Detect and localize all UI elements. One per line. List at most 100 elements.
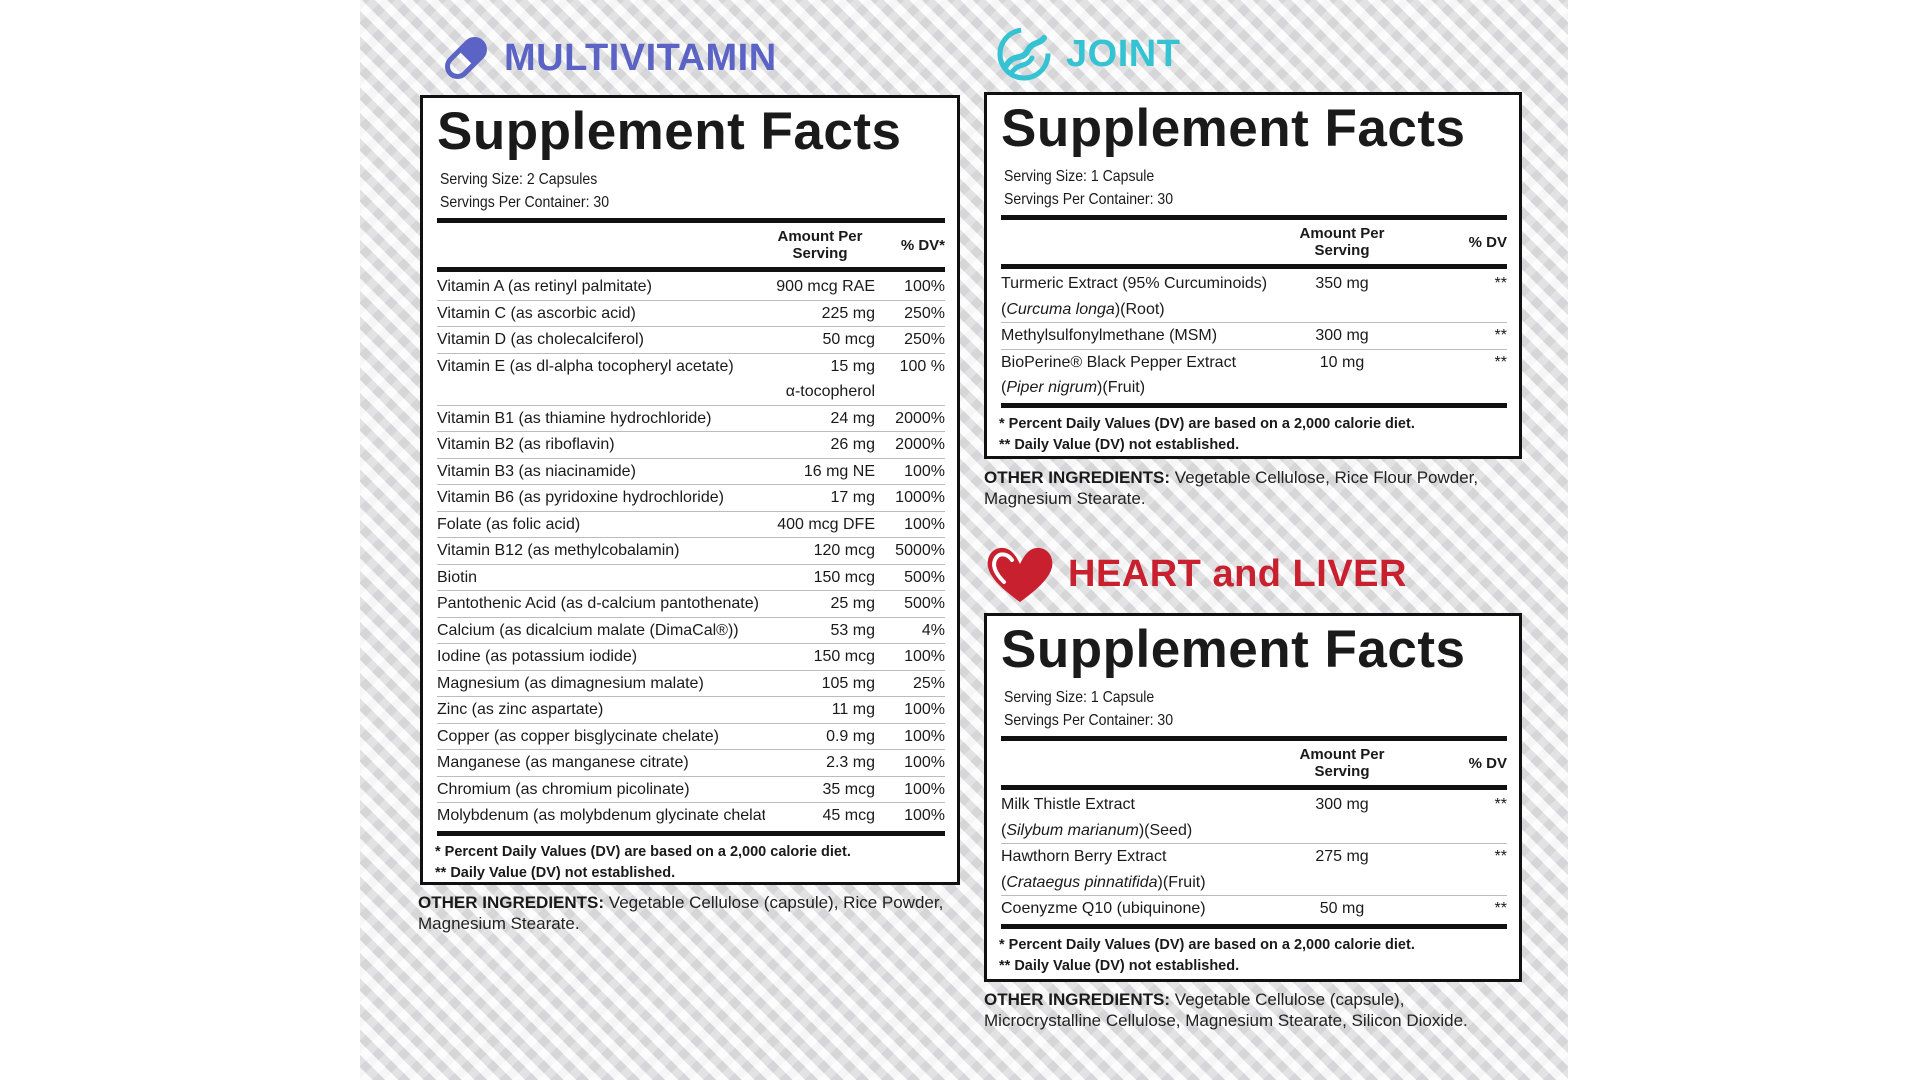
amount-value: 150 mcg — [813, 568, 875, 586]
nutrient-name: Vitamin B6 (as pyridoxine hydrochloride) — [437, 485, 765, 511]
other-ingredients-label: OTHER INGREDIENTS: — [984, 468, 1171, 487]
nutrient-name: Biotin — [437, 565, 765, 591]
nutrient-name: Pantothenic Acid (as d-calcium pantothen… — [437, 591, 765, 617]
nutrient-name-text: Biotin — [437, 568, 478, 586]
footnote-not-established: ** Daily Value (DV) not established. — [435, 864, 676, 881]
nutrient-dv: ** — [1494, 327, 1507, 344]
nutrient-row: Vitamin B6 (as pyridoxine hydrochloride)… — [437, 485, 945, 512]
amount-value: 300 mg — [1315, 796, 1369, 813]
amount-unit-note: α-tocopherol — [785, 383, 875, 400]
divider — [437, 267, 945, 272]
serving-size: Serving Size: 1 Capsule — [1004, 689, 1155, 706]
botanical-part: )(Root) — [1114, 300, 1165, 318]
nutrient-row: Vitamin D (as cholecalciferol) 50 mcg 250% — [437, 327, 945, 354]
other-ingredients: OTHER INGREDIENTS: Vegetable Cellulose, … — [984, 467, 1504, 509]
nutrient-name: Vitamin C (as ascorbic acid) — [437, 301, 765, 327]
nutrient-amount: 25 mg — [765, 591, 875, 617]
nutrient-amount: 150 mcg — [765, 644, 875, 670]
nutrient-dv: 250% — [904, 304, 945, 322]
amount-header: Amount Per Serving — [777, 228, 863, 262]
amount-value: 11 mg — [831, 701, 875, 718]
nutrient-dv: 1000% — [895, 489, 945, 506]
nutrient-row: Manganese (as manganese citrate) 2.3 mg 10… — [437, 750, 945, 777]
nutrient-row: Pantothenic Acid (as d-calcium pantothen… — [437, 591, 945, 618]
nutrient-amount: 2.3 mg — [765, 750, 875, 776]
servings-per-container: Servings Per Container: 30 — [1004, 712, 1174, 729]
nutrient-name: Folate (as folic acid) — [437, 512, 765, 538]
botanical-name: (Piper nigrum)(Fruit) — [1001, 379, 1146, 396]
nutrient-row: Coenyzme Q10 (ubiquinone) 50 mg ** — [1001, 896, 1507, 922]
nutrient-name: Turmeric Extract (95% Curcuminoids) (Curc… — [1001, 271, 1277, 322]
nutrient-name-text: Manganese (as manganese citrate) — [437, 754, 689, 771]
nutrient-dv: 500% — [904, 568, 945, 586]
nutrient-dv: 500% — [904, 595, 945, 612]
nutrient-dv: ** — [1494, 275, 1507, 292]
other-ingredients-text: Vegetable Cellulose, Rice Flour Powder, … — [984, 468, 1479, 508]
footnote-dv: * Percent Daily Values (DV) are based on… — [999, 415, 1415, 432]
nutrient-name-text: Milk Thistle Extract — [1001, 796, 1135, 813]
other-ingredients-label: OTHER INGREDIENTS: — [984, 990, 1171, 1009]
multivitamin-facts-panel: Supplement Facts Serving Size: 2 Capsule… — [420, 95, 960, 885]
nutrient-amount: 45 mcg — [765, 803, 875, 829]
nutrient-name-text: Turmeric Extract (95% Curcuminoids) — [1001, 275, 1268, 292]
amount-value: 15 mg — [830, 357, 875, 375]
product-title: JOINT — [1066, 32, 1181, 75]
nutrient-dv: 100% — [904, 515, 945, 533]
nutrient-row: Vitamin C (as ascorbic acid) 225 mg 250% — [437, 301, 945, 327]
amount-value: 120 mcg — [813, 542, 875, 559]
nutrient-row: Methylsulfonylmethane (MSM) 300 mg ** — [1001, 323, 1507, 350]
nutrient-name-text: Vitamin B12 (as methylcobalamin) — [437, 542, 680, 559]
nutrient-row: Vitamin B12 (as methylcobalamin) 120 mcg 5… — [437, 538, 945, 565]
product-title: MULTIVITAMIN — [504, 36, 777, 79]
amount-value: 50 mcg — [822, 331, 875, 348]
nutrient-dv: 5000% — [895, 542, 945, 559]
botanical-latin: Silybum marianum — [1006, 821, 1139, 839]
nutrient-name-text: Molybdenum (as molybdenum glycinate chel… — [437, 807, 765, 824]
nutrient-row: Milk Thistle Extract (Silybum marianum)(S… — [1001, 792, 1507, 844]
supplement-facts-image: MULTIVITAMIN Supplement Facts Serving Si… — [360, 0, 1568, 1080]
divider — [1001, 402, 1507, 408]
other-ingredients: OTHER INGREDIENTS: Vegetable Cellulose (… — [418, 892, 963, 934]
nutrient-dv: 25% — [912, 674, 945, 692]
nutrient-dv: 100 % — [899, 357, 945, 375]
amount-value: 53 mg — [830, 621, 875, 639]
joint-heading: JOINT — [992, 22, 1180, 86]
nutrient-name: Chromium (as chromium picolinate) — [437, 777, 765, 803]
amount-value: 0.9 mg — [826, 727, 875, 745]
nutrient-amount: 11 mg — [765, 697, 875, 723]
nutrient-table: Turmeric Extract (95% Curcuminoids) (Curc… — [1001, 271, 1507, 401]
serving-size: Serving Size: 1 Capsule — [1004, 168, 1155, 185]
nutrient-amount: 0.9 mg — [765, 724, 875, 750]
amount-header: Amount Per Serving — [1299, 225, 1385, 259]
nutrient-dv: 100% — [904, 727, 945, 745]
nutrient-amount: 150 mcg — [765, 565, 875, 591]
amount-value: 26 mg — [830, 436, 875, 453]
nutrient-dv: ** — [1494, 353, 1507, 371]
nutrient-name: BioPerine® Black Pepper Extract (Piper ni… — [1001, 350, 1277, 401]
nutrient-row: Copper (as copper bisglycinate chelate) 0… — [437, 724, 945, 750]
footnote-not-established: ** Daily Value (DV) not established. — [999, 436, 1240, 453]
nutrient-row: Zinc (as zinc aspartate) 11 mg 100% — [437, 697, 945, 724]
amount-value: 300 mg — [1315, 327, 1369, 344]
nutrient-name-text: Vitamin C (as ascorbic acid) — [437, 304, 636, 322]
nutrient-row: Vitamin B1 (as thiamine hydrochloride) 24… — [437, 406, 945, 432]
column-header: Amount Per Serving % DV — [1001, 741, 1507, 785]
nutrient-amount: 350 mg — [1277, 271, 1407, 322]
nutrient-row: Molybdenum (as molybdenum glycinate chel… — [437, 803, 945, 829]
nutrient-row: Hawthorn Berry Extract (Crataegus pinnati… — [1001, 844, 1507, 896]
dv-header: % DV* — [900, 236, 945, 254]
nutrient-name-text: Methylsulfonylmethane (MSM) — [1001, 327, 1218, 344]
nutrient-dv: 100% — [904, 780, 945, 798]
other-ingredients-text: Vegetable Cellulose (capsule), Rice Powd… — [418, 893, 944, 933]
nutrient-name-text: Copper (as copper bisglycinate chelate) — [437, 727, 719, 745]
nutrient-dv: 100% — [904, 754, 945, 771]
amount-value: 25 mg — [830, 595, 875, 612]
amount-value: 150 mcg — [813, 648, 875, 665]
nutrient-amount: 16 mg NE — [765, 459, 875, 485]
divider — [437, 830, 945, 836]
nutrient-name-text: Vitamin B3 (as niacinamide) — [437, 462, 636, 480]
dv-header: % DV — [1468, 233, 1507, 251]
product-title: HEART and LIVER — [1068, 552, 1407, 595]
nutrient-amount: 17 mg — [765, 485, 875, 511]
nutrient-name-text: Vitamin D (as cholecalciferol) — [437, 331, 644, 348]
